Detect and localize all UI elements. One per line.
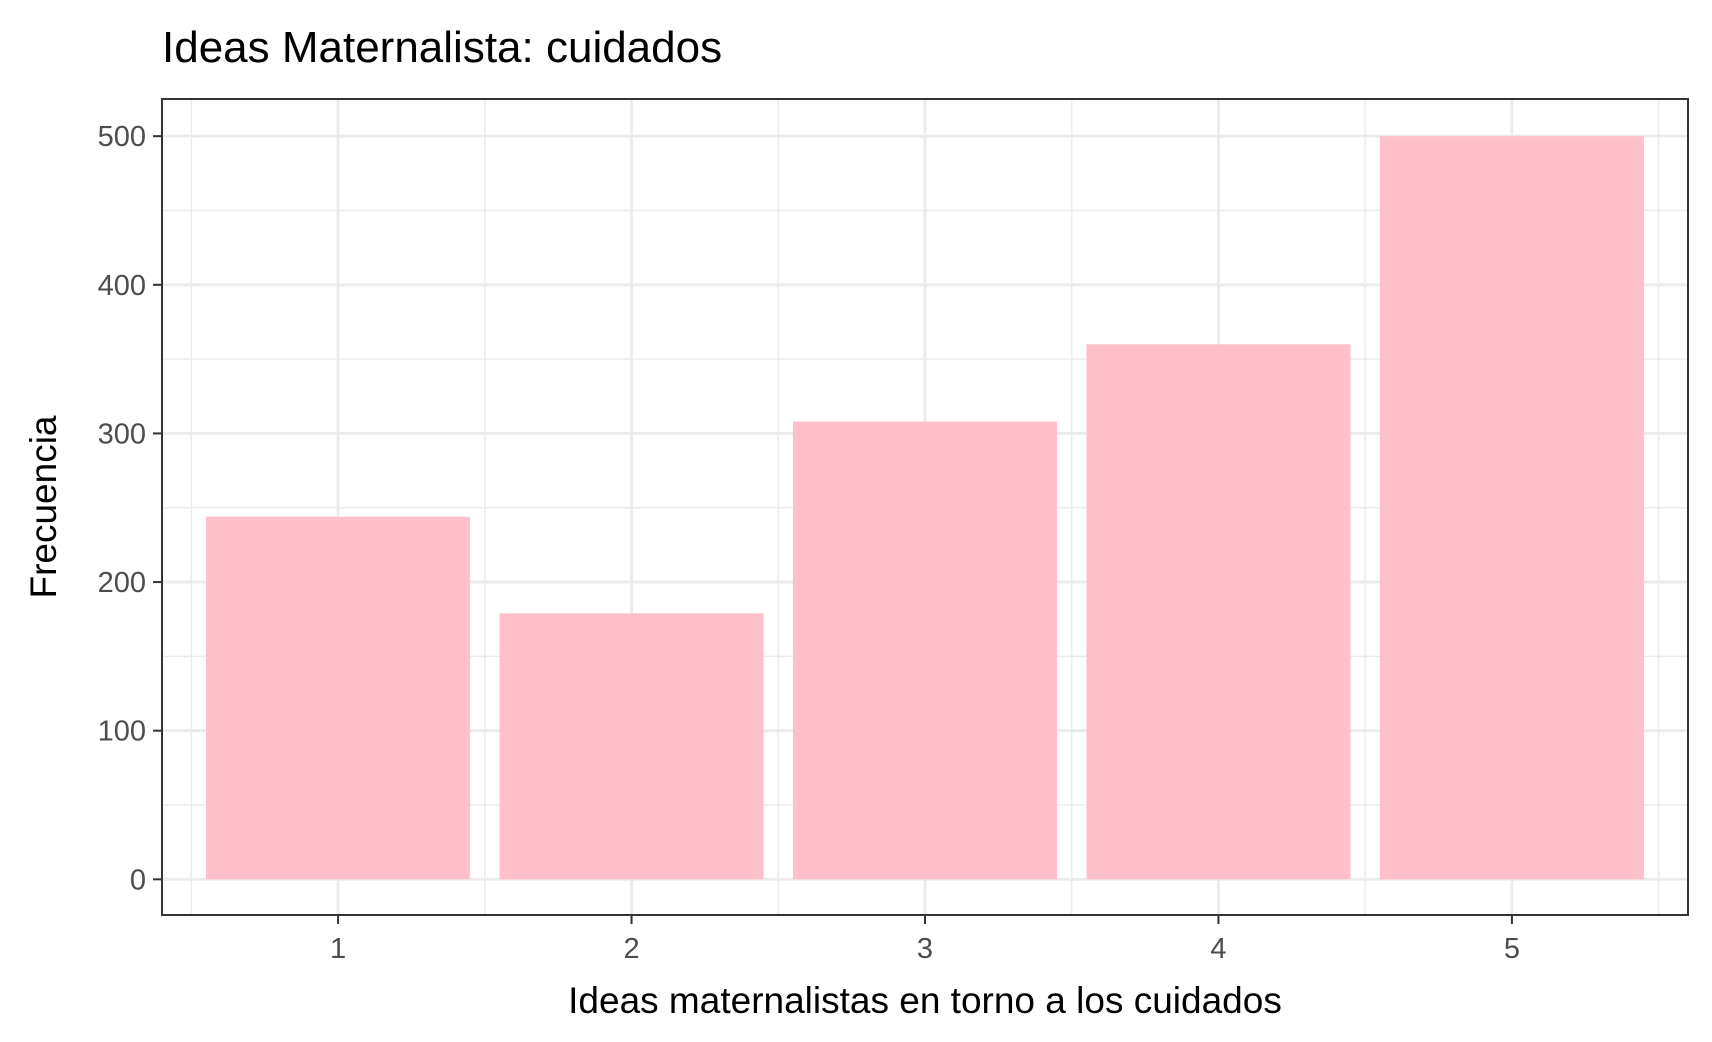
y-tick-label: 300 (98, 418, 146, 450)
y-axis-label: Frecuencia (23, 415, 64, 598)
x-axis-label: Ideas maternalistas en torno a los cuida… (568, 980, 1282, 1021)
bars (206, 136, 1644, 880)
chart-title: Ideas Maternalista: cuidados (162, 23, 722, 72)
x-tick-label: 3 (917, 933, 933, 965)
x-tick-label: 1 (330, 933, 346, 965)
bar-4 (1086, 344, 1351, 880)
y-tick-label: 500 (98, 121, 146, 153)
bar-2 (499, 613, 764, 880)
y-tick-label: 400 (98, 270, 146, 302)
y-tick-label: 0 (130, 864, 146, 896)
bar-1 (206, 516, 471, 880)
x-axis: 1 2 3 4 5 (330, 915, 1520, 965)
x-tick-label: 5 (1504, 933, 1520, 965)
bar-5 (1379, 136, 1644, 880)
x-tick-label: 2 (623, 933, 639, 965)
y-tick-label: 100 (98, 716, 146, 748)
bar-3 (792, 421, 1058, 880)
y-tick-label: 200 (98, 567, 146, 599)
y-axis: 0 100 200 300 400 500 (98, 121, 162, 896)
x-tick-label: 4 (1210, 933, 1226, 965)
